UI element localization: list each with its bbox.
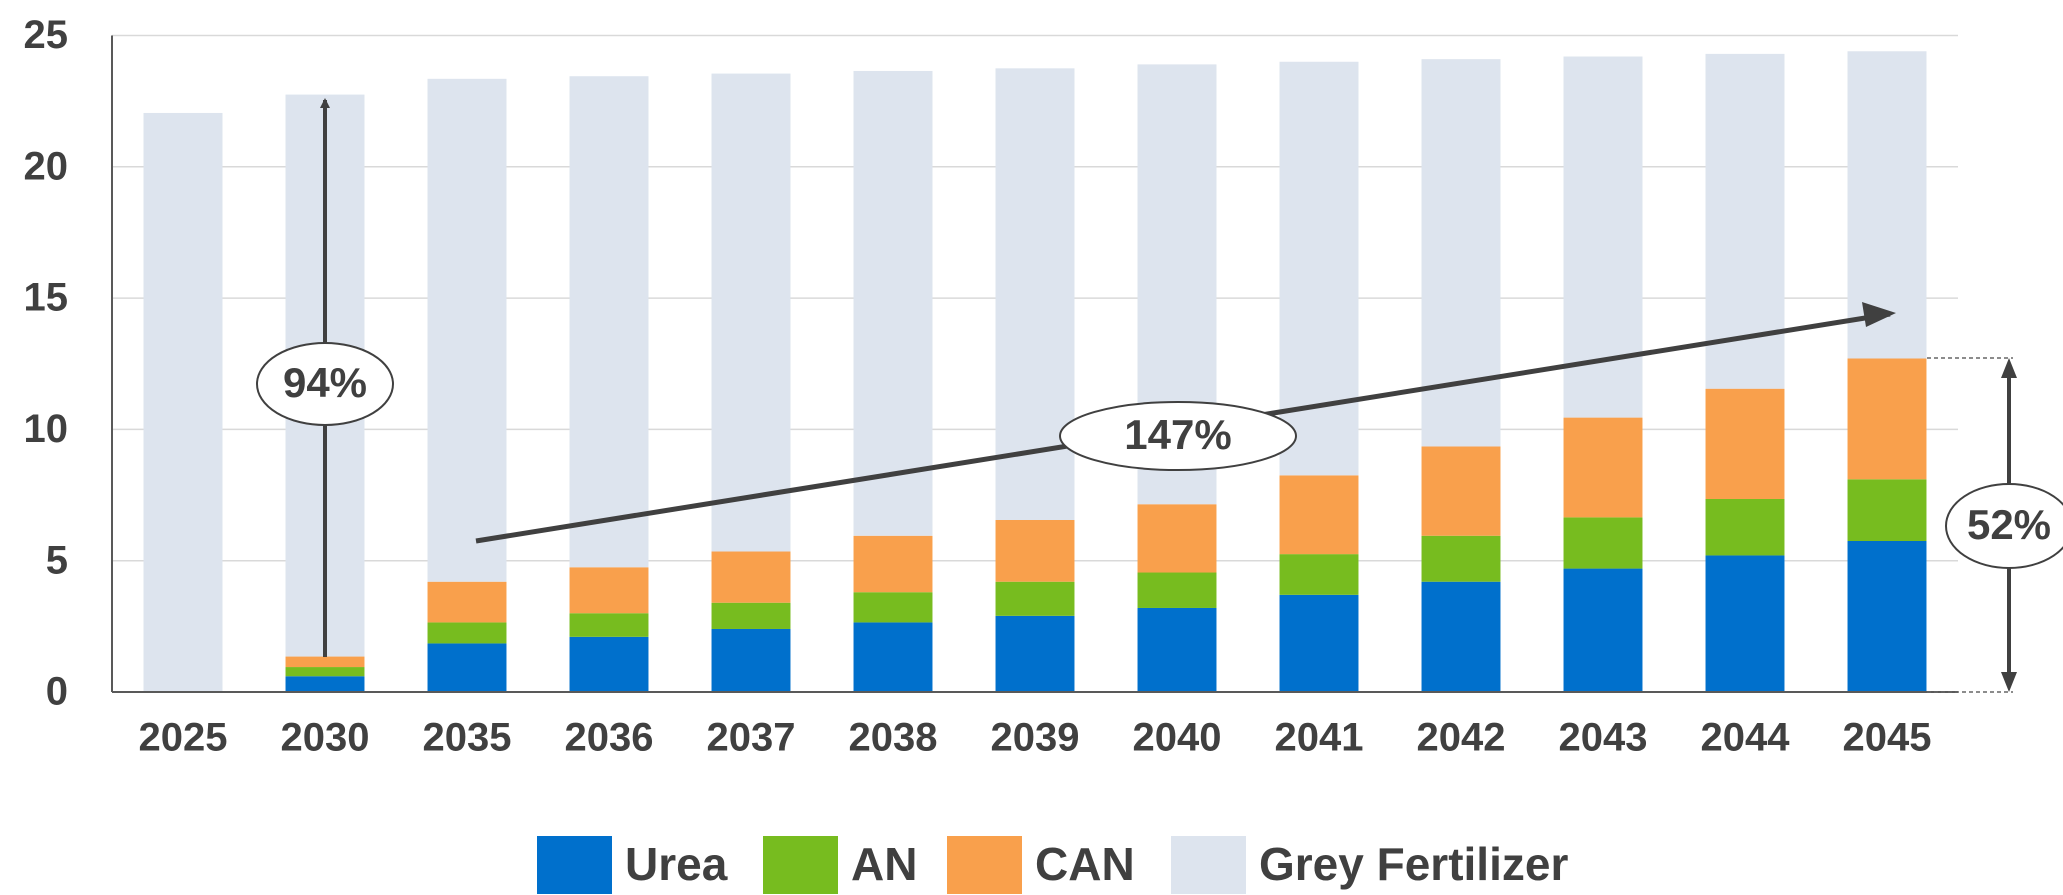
bar-segment [427, 581, 507, 623]
x-tick-label: 2044 [1701, 716, 1791, 760]
bar-segment [1847, 358, 1927, 480]
bar-segment [569, 567, 649, 614]
bar-segment [1563, 417, 1643, 518]
bar-segment [427, 78, 507, 582]
bar-segment [1279, 554, 1359, 595]
y-tick-label: 15 [24, 276, 69, 320]
bar-segment [1705, 388, 1785, 499]
legend-label: Urea [625, 838, 728, 890]
bar-segment [1421, 535, 1501, 582]
bar-segment [711, 73, 791, 552]
annotation: 94% [283, 359, 367, 406]
x-tick-label: 2039 [991, 716, 1080, 760]
bar-segment [1137, 572, 1217, 608]
bar-segment [1847, 479, 1927, 542]
bar-segment [995, 581, 1075, 616]
y-tick-label: 0 [46, 670, 68, 714]
annotation: 52% [1967, 501, 2051, 548]
arrow-head [1862, 302, 1896, 327]
bar-segment [1137, 504, 1217, 573]
x-tick-label: 2038 [849, 716, 938, 760]
x-tick-label: 2037 [707, 716, 796, 760]
bar-segment [853, 535, 933, 593]
annotation: 147% [1124, 411, 1231, 458]
callout [1945, 483, 2063, 569]
x-tick-label: 2040 [1133, 716, 1222, 760]
bar-segment [1705, 498, 1785, 556]
bar-segment [1279, 61, 1359, 476]
bar-segment [711, 602, 791, 629]
x-tick-label: 2036 [565, 716, 654, 760]
bar-segment [427, 622, 507, 644]
legend-swatch [947, 836, 1022, 894]
bar-segment [1421, 581, 1501, 692]
bar-segment [427, 643, 507, 692]
bar-segment [853, 592, 933, 623]
bar-segment [995, 519, 1075, 582]
legend-swatch [537, 836, 612, 894]
legend-swatch [763, 836, 838, 894]
bar-segment [1421, 446, 1501, 536]
y-tick-label: 25 [24, 13, 69, 57]
bar-segment [1847, 51, 1927, 359]
bar-segment [1847, 541, 1927, 692]
x-tick-label: 2025 [139, 716, 228, 760]
callout [256, 342, 394, 426]
legend-label: AN [851, 838, 917, 890]
bar-segment [1279, 475, 1359, 555]
legend-label: CAN [1035, 838, 1135, 890]
bar-segment [285, 656, 365, 668]
bar-segment [711, 551, 791, 603]
x-tick-label: 2045 [1843, 716, 1932, 760]
y-tick-label: 5 [46, 538, 68, 582]
annotations: 94% 147% 52% [256, 98, 2063, 693]
bar-segment [711, 628, 791, 692]
bar-segment [853, 622, 933, 692]
bar-segment [1563, 517, 1643, 569]
bar-segment [1137, 607, 1217, 692]
bars: 2025 2030 2035 2036 2037 2038 2039 2040 2041 2042… [112, 51, 1958, 760]
legend-label: Grey Fertilizer [1259, 838, 1568, 890]
bar-segment [1279, 594, 1359, 692]
bar-segment [285, 676, 365, 692]
x-tick-label: 2041 [1275, 716, 1364, 760]
bar-segment [285, 667, 365, 677]
y-tick-label: 20 [24, 144, 69, 188]
legend: Urea AN CAN Grey Fertilizer [537, 836, 1568, 894]
callout [1059, 401, 1297, 471]
bar-segment [143, 112, 223, 693]
bar-segment [569, 76, 649, 568]
x-tick-label: 2043 [1559, 716, 1648, 760]
y-tick-label: 10 [24, 407, 69, 451]
x-tick-label: 2030 [281, 716, 370, 760]
bar-segment [995, 615, 1075, 692]
x-tick-label: 2042 [1417, 716, 1506, 760]
bar-segment [853, 70, 933, 536]
legend-swatch [1171, 836, 1246, 894]
bar-segment [569, 636, 649, 692]
x-tick-label: 2035 [423, 716, 512, 760]
bar-segment [569, 613, 649, 637]
bar-segment [1563, 568, 1643, 692]
bar-segment [1705, 555, 1785, 692]
